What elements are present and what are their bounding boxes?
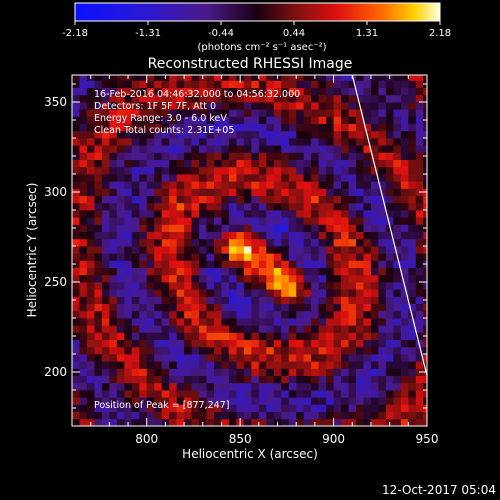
y-tick-label: 350 bbox=[44, 95, 67, 109]
x-tick-label: 800 bbox=[135, 432, 158, 446]
colorbar-tick-label: -0.44 bbox=[208, 28, 234, 39]
x-tick-label: 850 bbox=[229, 432, 252, 446]
colorbar-tick-label: 0.44 bbox=[283, 28, 305, 39]
annotation-clean-counts: Clean Total counts: 2.31E+05 bbox=[94, 125, 234, 136]
x-tick-label: 900 bbox=[322, 432, 345, 446]
y-tick-label: 300 bbox=[44, 185, 67, 199]
y-tick-label: 250 bbox=[44, 275, 67, 289]
footer-timestamp: 12-Oct-2017 05:04 bbox=[382, 483, 496, 497]
x-tick-label: 950 bbox=[416, 432, 439, 446]
solar-limb-line bbox=[351, 75, 427, 376]
y-tick-label: 200 bbox=[44, 365, 67, 379]
y-axis-label: Heliocentric Y (arcsec) bbox=[25, 183, 39, 318]
x-axis-label: Heliocentric X (arcsec) bbox=[182, 447, 318, 461]
chart-title: Reconstructed RHESSI Image bbox=[148, 56, 353, 72]
colorbar-tick-label: -2.18 bbox=[62, 28, 88, 39]
colorbar-tick-label: 1.31 bbox=[356, 28, 378, 39]
colorbar-units: (photons cm⁻² s⁻¹ asec⁻²) bbox=[197, 42, 326, 53]
heatmap-image bbox=[72, 75, 427, 426]
annotation-energy-range: Energy Range: 3.0 - 6.0 keV bbox=[94, 113, 227, 124]
annotation-detectors: Detectors: 1F 5F 7F, Att 0 bbox=[94, 101, 216, 112]
colorbar-ticks: -2.18 -1.31 -0.44 0.44 1.31 2.18 bbox=[62, 21, 451, 39]
plot-frame bbox=[71, 74, 428, 427]
annotation-time-range: 16-Feb-2016 04:46:32.000 to 04:56:32.000 bbox=[94, 89, 300, 100]
axes: 800 850 900 950 200 250 300 350 bbox=[44, 75, 438, 446]
colorbar-tick-label: -1.31 bbox=[135, 28, 161, 39]
colorbar bbox=[74, 2, 441, 22]
annotation-peak-position: Position of Peak = [877,247] bbox=[94, 400, 229, 411]
colorbar-tick-label: 2.18 bbox=[429, 28, 451, 39]
